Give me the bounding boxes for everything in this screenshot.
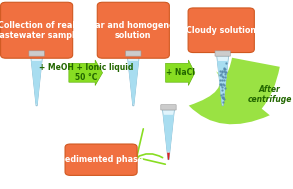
Text: Collection of real
wastewater sample: Collection of real wastewater sample xyxy=(0,21,81,40)
FancyArrowPatch shape xyxy=(137,129,165,164)
FancyArrowPatch shape xyxy=(189,58,280,124)
FancyBboxPatch shape xyxy=(1,2,73,58)
FancyBboxPatch shape xyxy=(161,105,176,110)
FancyBboxPatch shape xyxy=(29,51,44,56)
Text: After
centrifuge: After centrifuge xyxy=(248,85,292,104)
FancyBboxPatch shape xyxy=(126,51,141,56)
Polygon shape xyxy=(217,56,229,106)
Polygon shape xyxy=(127,56,139,106)
Polygon shape xyxy=(217,61,228,104)
Polygon shape xyxy=(128,61,139,104)
Text: Sedimented phase: Sedimented phase xyxy=(59,155,143,164)
FancyBboxPatch shape xyxy=(215,51,230,56)
FancyBboxPatch shape xyxy=(188,8,254,53)
Polygon shape xyxy=(167,153,170,160)
Polygon shape xyxy=(31,61,42,104)
FancyBboxPatch shape xyxy=(97,2,169,58)
Text: + MeOH + Ionic liquid
50 °C: + MeOH + Ionic liquid 50 °C xyxy=(38,63,133,82)
Text: Clear and homogenous
solution: Clear and homogenous solution xyxy=(81,21,185,40)
FancyArrow shape xyxy=(69,60,103,86)
Polygon shape xyxy=(163,110,174,160)
FancyBboxPatch shape xyxy=(65,144,137,175)
FancyArrow shape xyxy=(166,60,195,86)
Text: Cloudy solution: Cloudy solution xyxy=(186,26,256,35)
Polygon shape xyxy=(163,115,174,152)
Polygon shape xyxy=(31,56,42,106)
Text: + NaCl: + NaCl xyxy=(166,68,195,77)
